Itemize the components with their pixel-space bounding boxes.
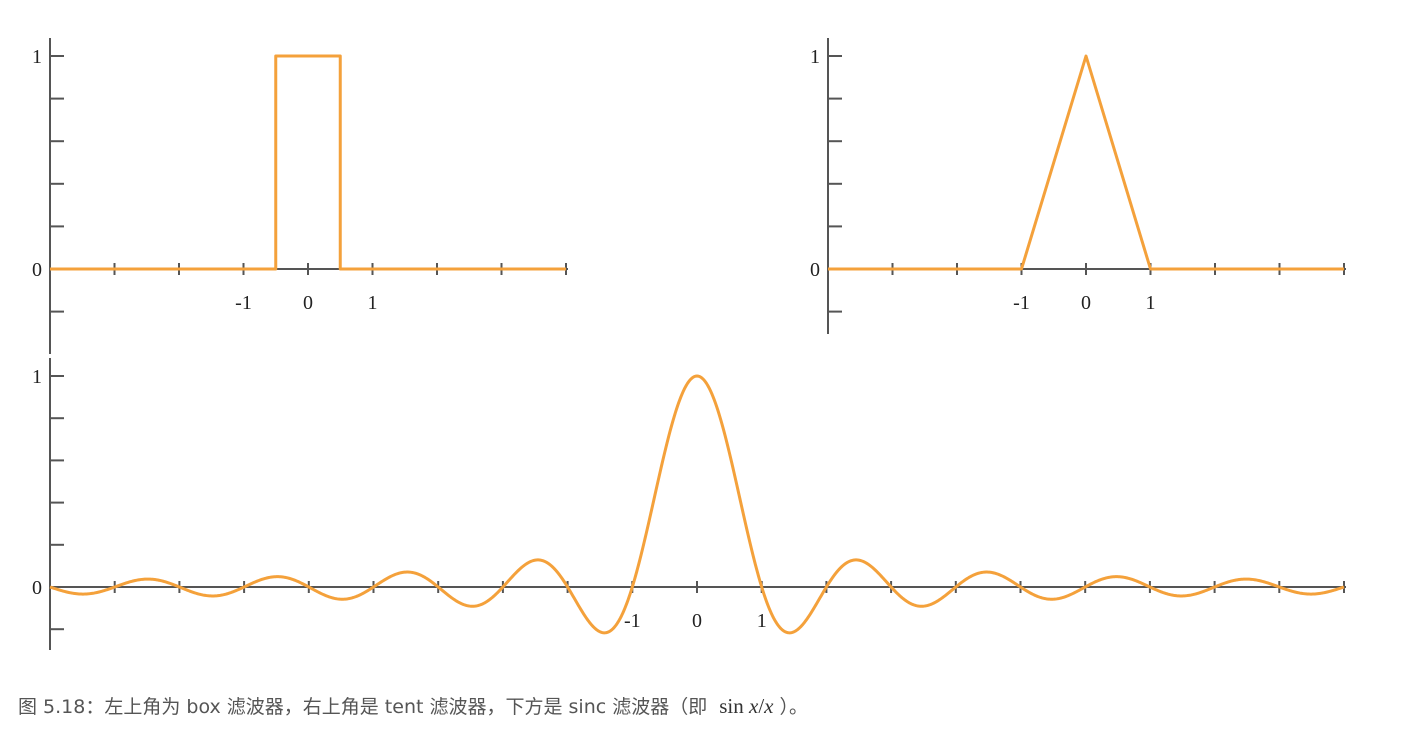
caption-tail: ）。 — [779, 696, 809, 718]
x-tick-label: 1 — [1146, 292, 1156, 314]
x-tick-label: 0 — [303, 292, 313, 314]
box-filter-chart: 0 1 -1 0 1 — [32, 38, 568, 354]
y-tick-label: 1 — [32, 366, 42, 388]
x-tick-label: -1 — [1013, 292, 1030, 314]
x-tick-label: 0 — [1081, 292, 1091, 314]
formula-var: x — [749, 694, 759, 718]
sinc-filter-curve — [49, 374, 1345, 635]
y-tick-label: 0 — [32, 259, 42, 281]
tent-filter-chart: 0 1 -1 0 1 — [810, 38, 1346, 334]
x-tick-label: -1 — [624, 610, 641, 632]
filter-figure: 0 1 -1 0 1 0 1 -1 0 1 0 1 -1 0 1 — [32, 38, 1346, 650]
x-tick-label: 1 — [757, 610, 767, 632]
y-tick-label: 1 — [32, 46, 42, 68]
figure-caption: 图 5.18：左上角为 box 滤波器，右上角是 tent 滤波器，下方是 si… — [18, 692, 808, 719]
formula-den: x — [764, 694, 774, 718]
y-tick-label: 0 — [810, 259, 820, 281]
formula-slash: / — [758, 694, 765, 718]
formula-fn: sin — [719, 694, 744, 718]
caption-text: 图 5.18：左上角为 box 滤波器，右上角是 tent 滤波器，下方是 si… — [18, 696, 708, 718]
caption-formula: sin x/x — [719, 694, 773, 718]
y-tick-label: 0 — [32, 577, 42, 599]
box-filter-curve — [50, 54, 566, 271]
x-tick-label: 1 — [368, 292, 378, 314]
tent-filter-curve — [828, 54, 1344, 271]
x-tick-label: 0 — [692, 610, 702, 632]
sinc-filter-chart: 0 1 -1 0 1 — [32, 358, 1346, 650]
y-tick-label: 1 — [810, 46, 820, 68]
x-tick-label: -1 — [235, 292, 252, 314]
